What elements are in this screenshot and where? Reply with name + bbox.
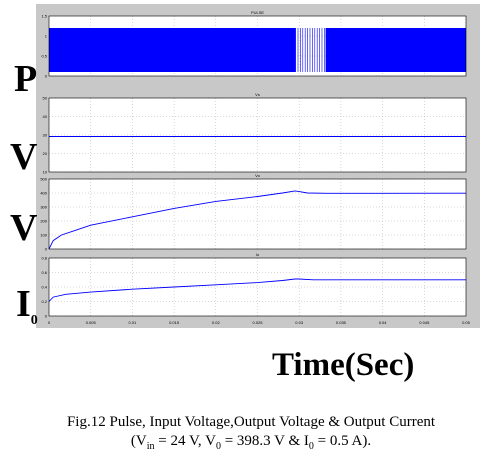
x-tick-label: 0.03 [295,320,304,325]
subplot-frame [48,257,467,317]
caption-text: (V [130,433,147,449]
y-tick-label: 30 [43,133,48,138]
y-tick-label: 100 [40,233,47,238]
caption-text: = 24 V, V [154,433,216,449]
y-tick-label: 0.5 [41,54,47,59]
x-tick-label: 0 [48,320,51,325]
x-tick-label: 0.01 [129,320,138,325]
subplot-frame [48,178,467,250]
subplot-frame [48,15,467,77]
subplot-title: Vs [255,92,260,97]
x-tick-label: 0.005 [86,320,97,325]
y-tick-label: 0 [45,247,48,252]
subplot-frame [48,97,467,173]
caption-subscript: 0 [308,441,314,452]
output-current-label: I0 [16,283,38,328]
figure-caption: Fig.12 Pulse, Input Voltage,Output Volta… [0,413,502,456]
y-tick-label: 0 [45,314,48,319]
x-tick-label: 0.05 [462,320,471,325]
x-tick-label: 0.025 [252,320,263,325]
time-axis-label: Time(Sec) [272,347,415,383]
y-tick-label: 0.8 [41,256,47,261]
y-tick-label: 40 [43,114,48,119]
x-tick-label: 0.045 [419,320,430,325]
x-tick-label: 0.035 [336,320,347,325]
y-tick-label: 1.5 [41,14,47,19]
caption-line-2: (Vin = 24 V, V0 = 398.3 V & I0 = 0.5 A). [0,432,502,456]
y-tick-label: 1 [45,34,48,39]
output-current-label-main: I [16,283,31,325]
series-line [48,278,466,302]
pulse-label: P [14,58,38,100]
y-tick-label: 500 [40,177,47,182]
y-tick-label: 400 [40,191,47,196]
output-voltage-label: V [10,207,38,249]
caption-line-1: Fig.12 Pulse, Input Voltage,Output Volta… [66,414,436,430]
scope-chart: 1.5 1 0.5 0 PULSE 50 40 30 20 10 Vs 500 400 300 200 100… [40,10,471,325]
y-tick-label: 0.2 [41,299,47,304]
y-tick-label: 0.6 [41,270,47,275]
y-tick-label: 300 [40,205,47,210]
caption-text: = 398.3 V & I [220,433,309,449]
x-tick-label: 0.02 [212,320,221,325]
input-voltage-label: V [10,136,38,178]
scope-figure: 1.5 1 0.5 0 PULSE 50 40 30 20 10 Vs 500 400 300 200 100… [36,4,480,328]
x-tick-label: 0.015 [169,320,180,325]
y-tick-label: 10 [43,170,48,175]
y-tick-label: 20 [43,151,48,156]
subplot-title: PULSE [251,10,264,15]
subplot-title: Vo [255,173,260,178]
series-line [48,190,467,250]
y-tick-label: 0 [45,74,48,79]
y-tick-label: 200 [40,219,47,224]
output-current-label-sub: 0 [30,313,38,328]
caption-subscript: in [146,441,155,452]
subplot-area [49,179,466,249]
caption-subscript: 0 [215,441,221,452]
y-tick-label: 0.4 [41,285,47,290]
y-tick-label: 50 [43,96,48,101]
subplot-title: Io [256,252,260,257]
x-tick-label: 0.04 [379,320,388,325]
caption-text: = 0.5 A). [313,433,372,449]
pulse-band [49,28,296,72]
pulse-band [325,28,466,72]
